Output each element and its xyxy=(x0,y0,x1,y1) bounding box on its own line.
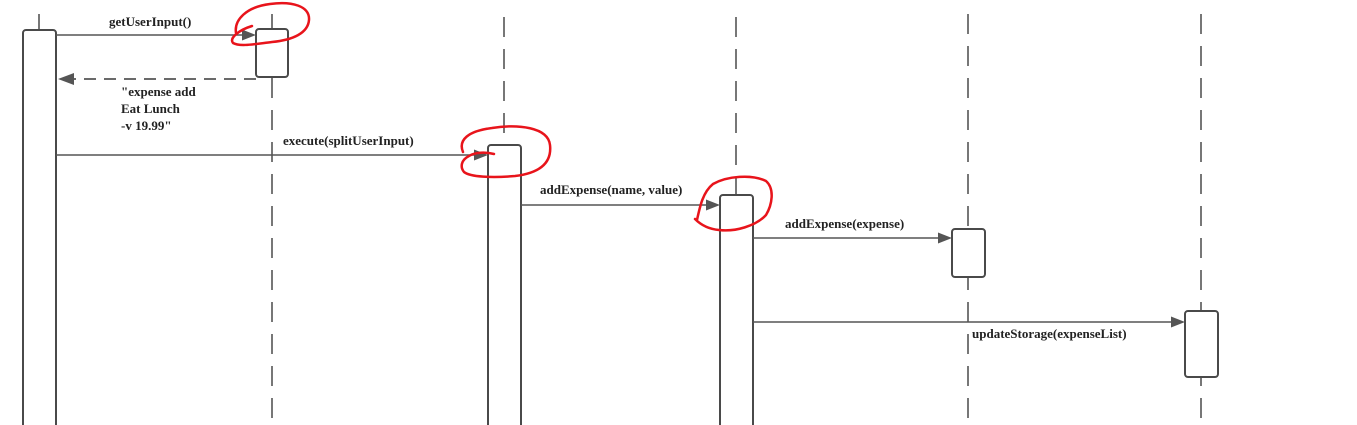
activation-box-5 xyxy=(951,228,986,278)
label-return-line-3: -v 19.99" xyxy=(121,118,172,133)
label-add-expense: addExpense(expense) xyxy=(785,216,904,231)
highlight-scribble-1 xyxy=(230,2,311,47)
arrowhead-execute xyxy=(474,149,488,161)
arrowhead-add-expense-name-value xyxy=(706,199,720,211)
arrowhead-update-storage xyxy=(1171,316,1185,328)
activation-box-6 xyxy=(1184,310,1219,378)
label-get-user-input: getUserInput() xyxy=(109,14,191,29)
highlight-scribble-2 xyxy=(460,125,552,179)
label-update-storage: updateStorage(expenseList) xyxy=(972,326,1127,341)
activation-box-4 xyxy=(719,194,754,425)
arrowhead-add-expense xyxy=(938,232,952,244)
label-return-line-1: "expense add xyxy=(121,84,197,99)
label-return-line-2: Eat Lunch xyxy=(121,101,181,116)
arrowhead-return xyxy=(58,73,74,85)
activation-box-3 xyxy=(487,144,522,425)
highlight-scribble-3 xyxy=(693,175,773,232)
activation-box-2 xyxy=(255,28,289,78)
label-execute: execute(splitUserInput) xyxy=(283,133,414,148)
arrowhead-get-user-input xyxy=(242,29,256,41)
activation-box-1 xyxy=(22,29,57,425)
label-add-expense-name-value: addExpense(name, value) xyxy=(540,182,682,197)
